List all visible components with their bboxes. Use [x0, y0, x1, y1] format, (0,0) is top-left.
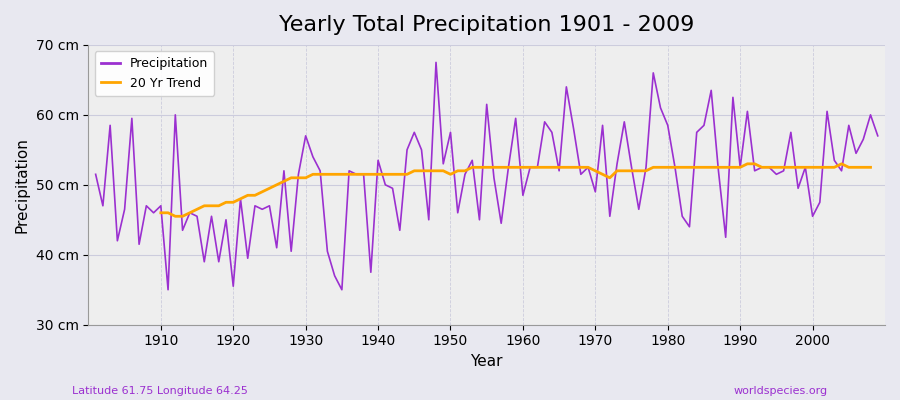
20 Yr Trend — [351, 172, 362, 177]
Line: Precipitation: Precipitation — [95, 62, 878, 290]
20 Yr Trend — [742, 162, 752, 166]
Precipitation — [430, 60, 441, 65]
Text: worldspecies.org: worldspecies.org — [734, 386, 828, 396]
Precipitation — [358, 172, 369, 177]
Precipitation — [315, 168, 326, 173]
Title: Yearly Total Precipitation 1901 - 2009: Yearly Total Precipitation 1901 - 2009 — [279, 15, 695, 35]
Precipitation — [525, 165, 535, 170]
Precipitation — [619, 120, 630, 124]
Legend: Precipitation, 20 Yr Trend: Precipitation, 20 Yr Trend — [94, 51, 214, 96]
20 Yr Trend — [720, 165, 731, 170]
20 Yr Trend — [380, 172, 391, 177]
Precipitation — [148, 210, 159, 215]
20 Yr Trend — [329, 172, 340, 177]
Y-axis label: Precipitation: Precipitation — [15, 137, 30, 233]
Line: 20 Yr Trend: 20 Yr Trend — [161, 164, 870, 216]
20 Yr Trend — [518, 165, 528, 170]
Precipitation — [532, 165, 543, 170]
20 Yr Trend — [170, 214, 181, 219]
Precipitation — [163, 287, 174, 292]
20 Yr Trend — [865, 165, 876, 170]
X-axis label: Year: Year — [471, 354, 503, 369]
Precipitation — [90, 172, 101, 177]
20 Yr Trend — [156, 210, 166, 215]
Text: Latitude 61.75 Longitude 64.25: Latitude 61.75 Longitude 64.25 — [72, 386, 248, 396]
Precipitation — [872, 134, 883, 138]
20 Yr Trend — [539, 165, 550, 170]
